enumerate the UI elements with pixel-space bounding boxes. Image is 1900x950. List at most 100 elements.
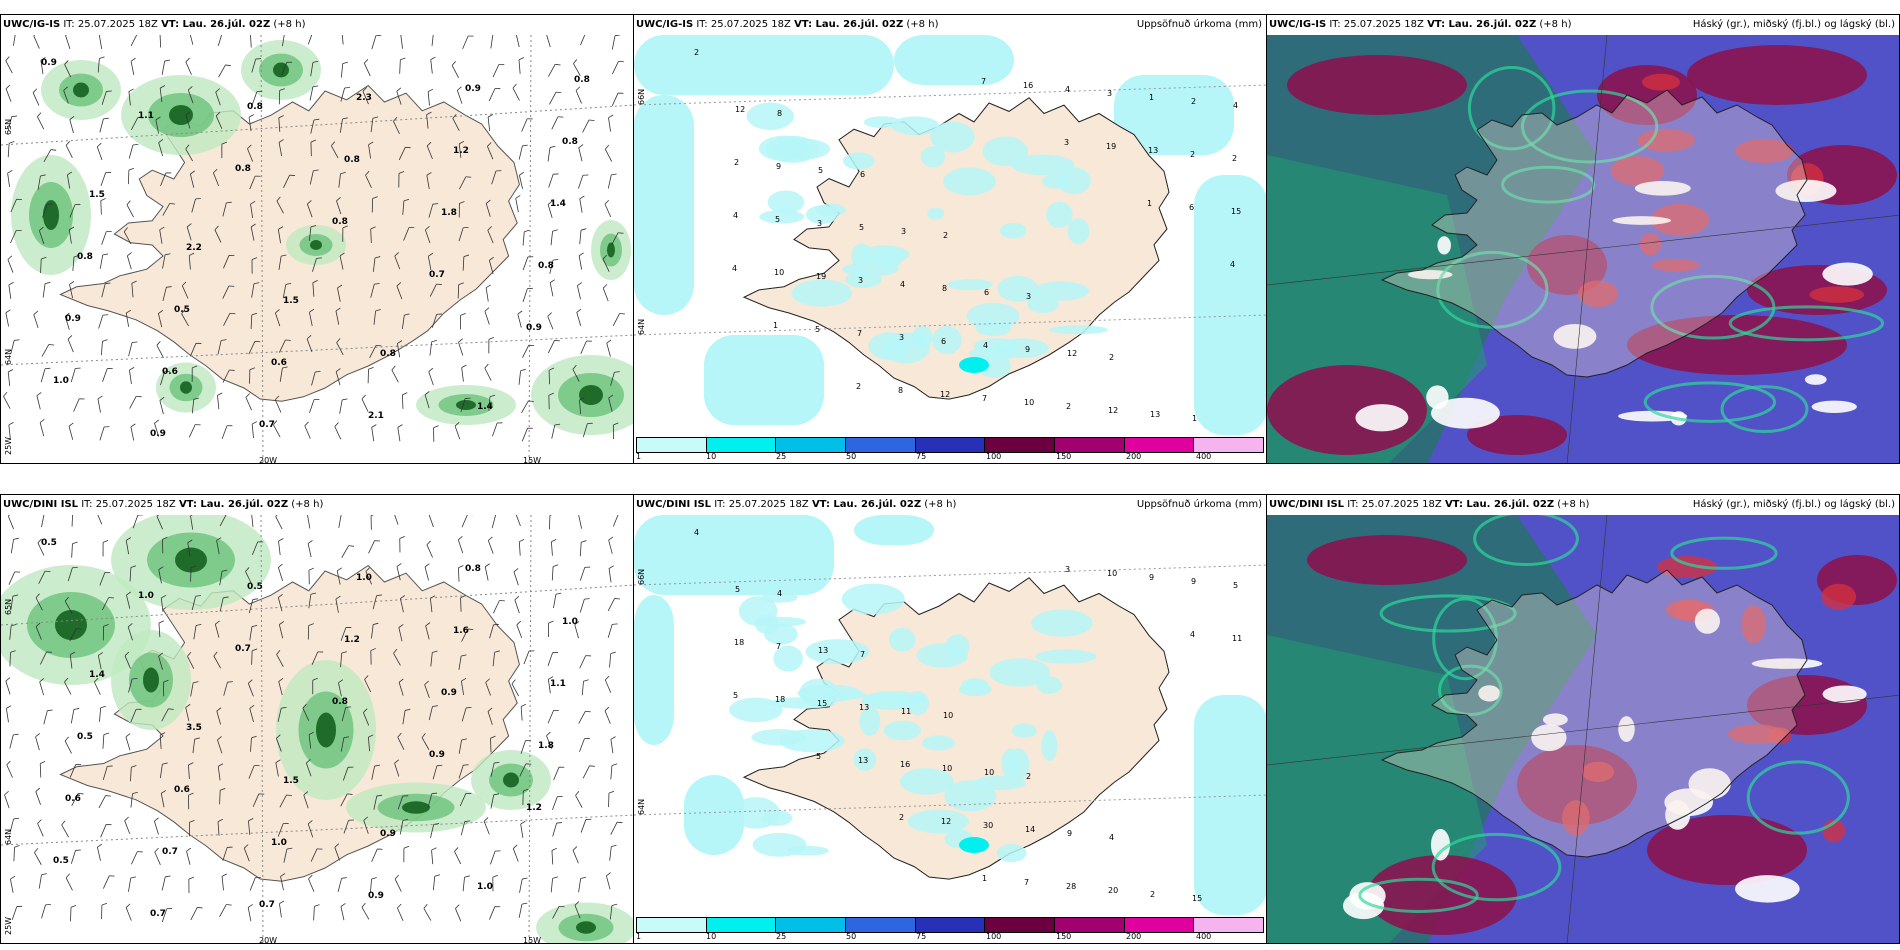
precip-value: 4	[1190, 630, 1195, 639]
precip-area	[943, 167, 996, 196]
panel-header: UWC/DINI ISL IT: 25.07.2025 18Z VT: Lau.…	[1, 495, 633, 515]
wind-barb	[248, 598, 259, 614]
clear-sky	[1478, 685, 1501, 702]
wind-barb	[101, 282, 111, 298]
wind-barb	[399, 535, 405, 553]
wind-barb	[159, 762, 168, 779]
wind-barb	[10, 339, 20, 355]
clear-sky	[1612, 216, 1672, 225]
wind-barb	[158, 652, 164, 670]
wind-barb	[552, 822, 563, 837]
wind-barb	[162, 253, 171, 269]
wind-barb	[432, 874, 441, 891]
wind-barb	[276, 650, 284, 667]
precip-value: 8	[898, 386, 903, 395]
wind-barb	[100, 198, 106, 215]
wind-barb	[5, 309, 11, 327]
cloud-mid	[1562, 800, 1590, 836]
precip-value: 13	[1148, 146, 1158, 155]
wind-barb	[188, 876, 194, 894]
wind-barb	[155, 116, 161, 134]
wind-barb	[40, 367, 51, 383]
wind-barb	[309, 398, 320, 414]
wind-barb	[551, 539, 557, 556]
precip-value: 2	[899, 813, 904, 822]
wind-barb	[43, 149, 57, 162]
wind-barb	[371, 848, 383, 863]
wind-barb	[485, 199, 491, 217]
wind-barb	[611, 92, 624, 107]
precip-value: 3	[899, 333, 904, 342]
precip-area	[791, 279, 853, 307]
wind-barb	[305, 759, 312, 777]
wind-barb	[249, 367, 256, 384]
wind-barb	[582, 765, 595, 779]
precip-value: 7	[1024, 878, 1029, 887]
wind-barb	[100, 172, 112, 186]
wind-barb	[273, 420, 281, 438]
wind-barb	[340, 651, 347, 668]
wind-barb	[339, 398, 348, 414]
precip-area	[1056, 167, 1091, 195]
wind-barb	[371, 764, 380, 780]
wind-barb	[103, 875, 115, 889]
wind-barb	[578, 876, 586, 893]
wind-barb	[487, 114, 494, 131]
wind-barb	[549, 258, 559, 274]
precip-area	[729, 697, 783, 723]
cloud-high-contour	[1473, 515, 1579, 567]
wind-barb	[64, 312, 70, 330]
precip-area	[982, 136, 1028, 167]
cloud-mid	[1728, 724, 1785, 744]
precip-value: 5	[816, 752, 821, 761]
wind-barb	[607, 173, 617, 189]
wind-barb	[188, 762, 194, 779]
wind-barb	[338, 515, 342, 528]
wind-barb	[187, 539, 193, 557]
wind-barb	[396, 282, 403, 300]
wind-area	[456, 400, 476, 410]
wind-value: 0.7	[259, 420, 275, 430]
wind-area	[576, 921, 596, 934]
graticule-line	[634, 314, 1266, 336]
wind-barb	[518, 368, 526, 385]
clear-sky	[1542, 713, 1568, 726]
wind-barb	[396, 563, 402, 581]
wind-barb	[100, 824, 112, 838]
wind-barb	[488, 337, 495, 354]
wind-barb	[185, 111, 191, 129]
colorbar-tick: 50	[846, 452, 857, 461]
wind-barb	[547, 200, 553, 218]
wind-barb	[40, 256, 47, 273]
wind-barb	[519, 877, 528, 893]
precip-value: 3	[817, 219, 822, 228]
clear-sky	[1664, 788, 1713, 817]
cloud-mid	[1641, 73, 1681, 91]
wind-value: 0.6	[162, 367, 178, 377]
wind-barb	[219, 569, 228, 586]
wind-barb	[276, 196, 284, 214]
panel-header: UWC/DINI ISL IT: 25.07.2025 18Z VT: Lau.…	[1267, 495, 1899, 515]
wind-barb	[458, 738, 467, 754]
wind-barb	[97, 843, 103, 861]
wind-barb	[606, 339, 612, 357]
graticule-line	[1267, 214, 1899, 286]
wind-barb	[161, 908, 173, 923]
wind-value: 0.5	[77, 732, 93, 742]
cloud-mid	[1367, 855, 1517, 935]
wind-value: 0.9	[65, 314, 81, 324]
wind-barb	[36, 392, 42, 410]
wind-barb	[7, 369, 14, 386]
precip-area	[999, 222, 1027, 239]
cloud-mid	[1647, 815, 1807, 885]
colorbar-tick: 25	[776, 452, 787, 461]
wind-barb	[33, 35, 40, 49]
wind-barb	[454, 847, 462, 865]
precip-value: 12	[941, 817, 951, 826]
wind-barb	[219, 515, 228, 527]
wind-value: 1.4	[89, 670, 105, 680]
wind-barb	[581, 679, 589, 696]
wind-barb	[456, 86, 463, 104]
precip-area	[853, 748, 877, 771]
graticule-line	[1, 334, 633, 366]
